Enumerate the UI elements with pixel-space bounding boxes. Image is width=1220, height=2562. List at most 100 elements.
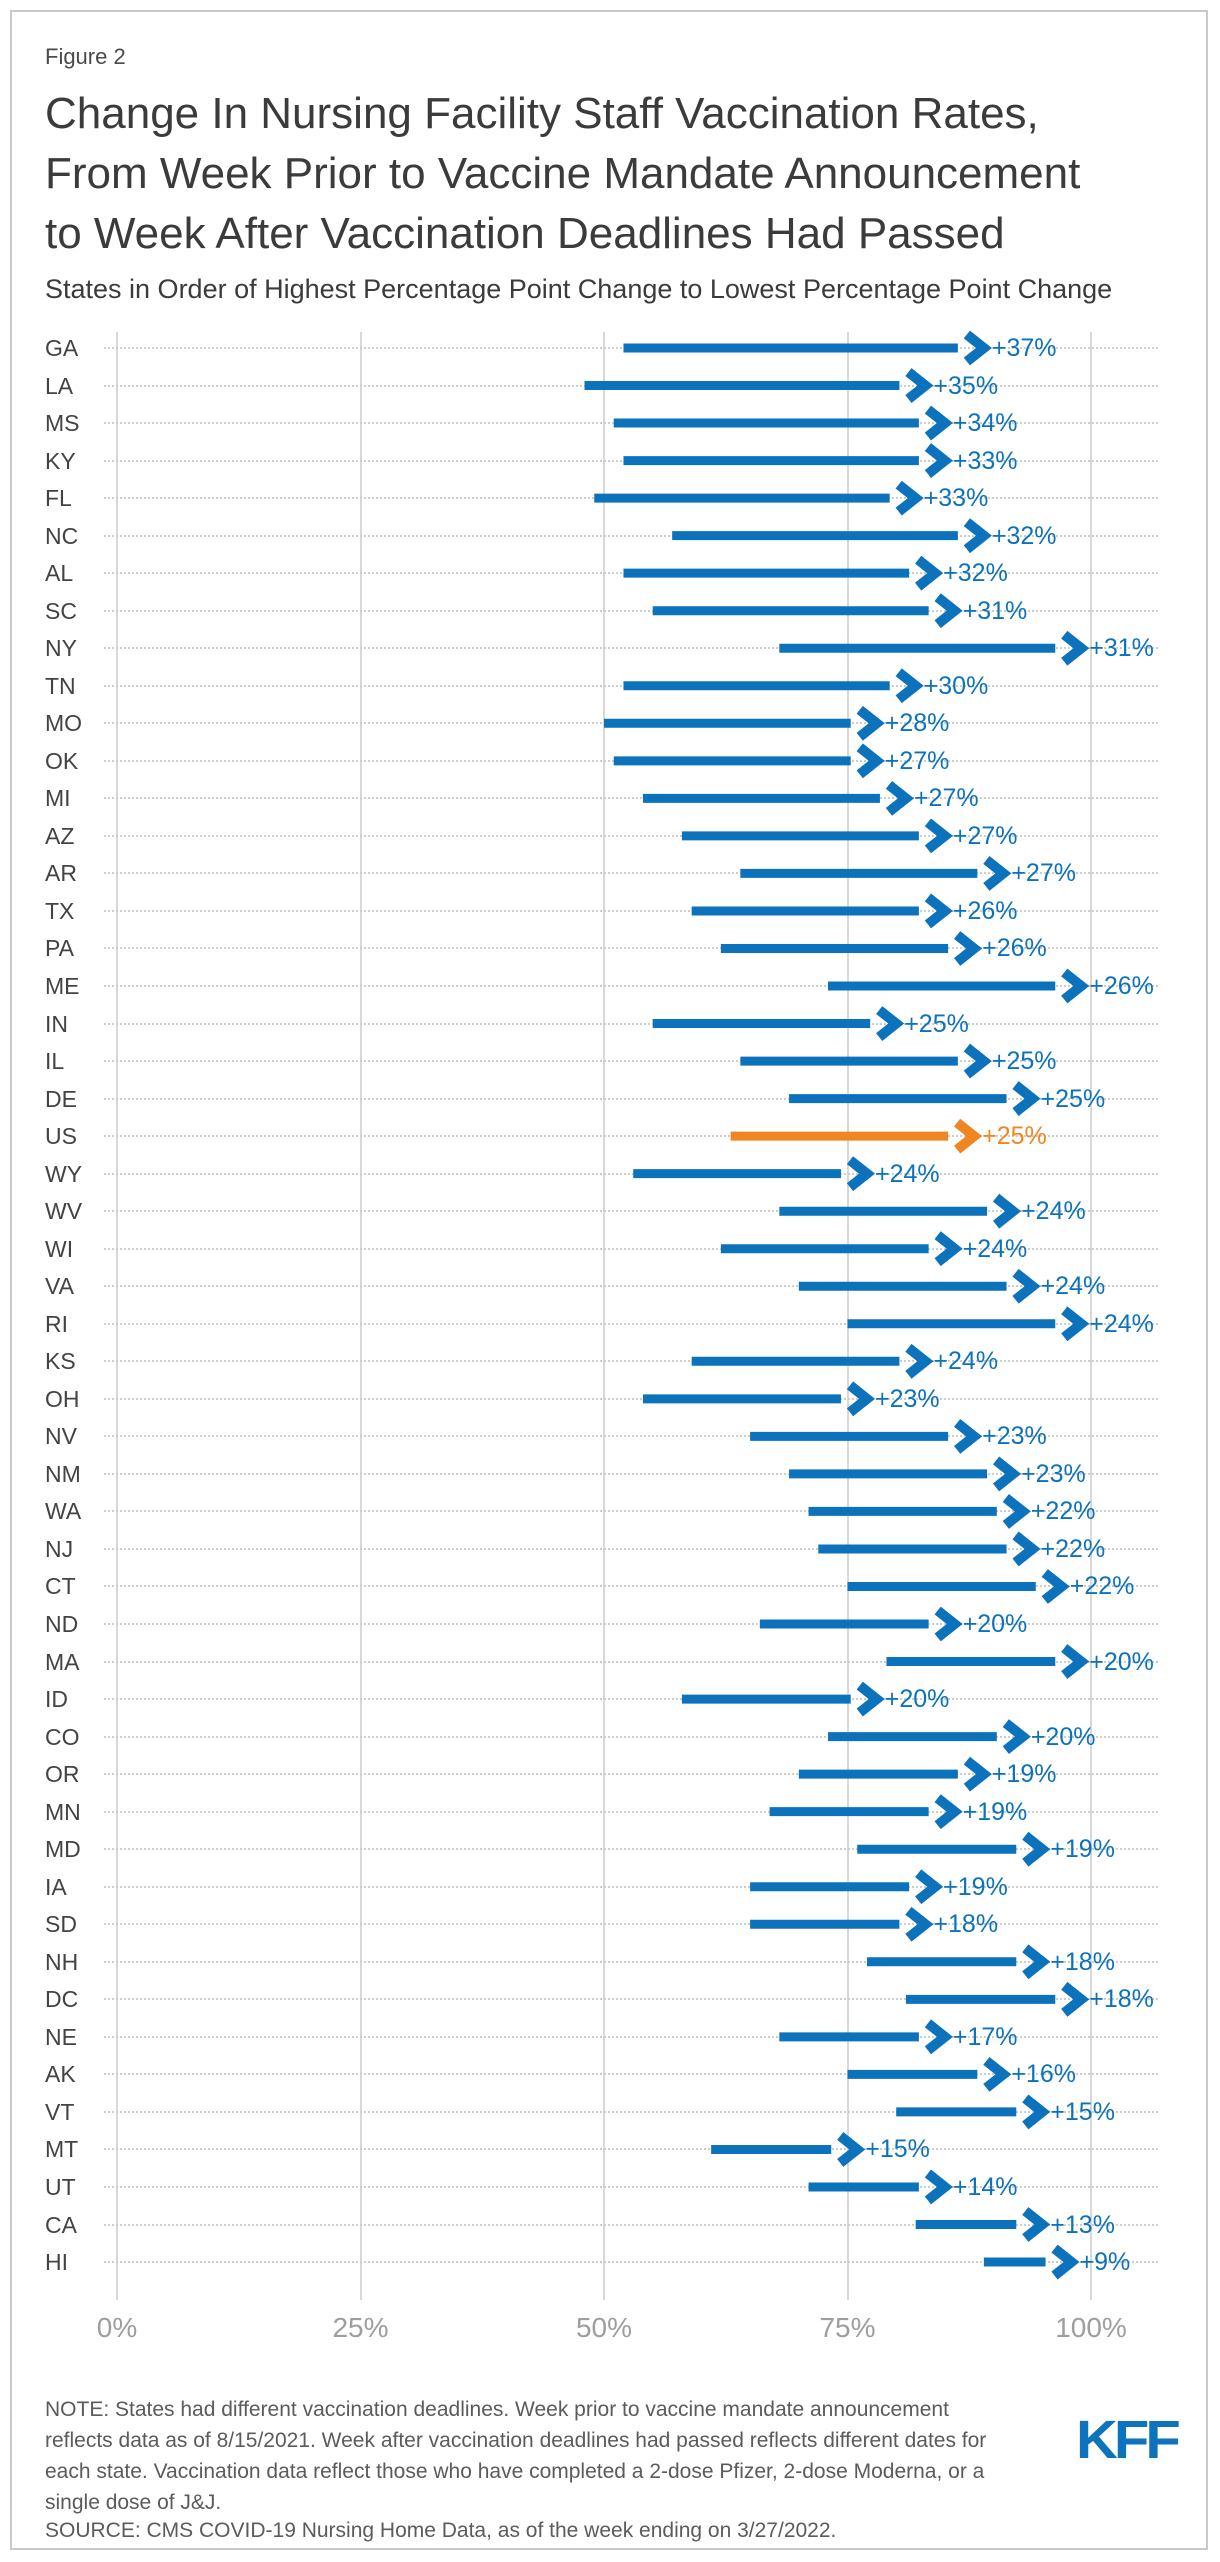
x-gridline-100 xyxy=(1090,332,1092,2300)
change-label-LA: +35% xyxy=(933,371,999,400)
change-label-NM: +23% xyxy=(1021,1459,1086,1488)
row-guide-VT xyxy=(104,2110,1158,2113)
state-label-VT: VT xyxy=(45,2098,75,2125)
chart-title-line-3: to Week After Vaccination Deadlines Had … xyxy=(45,209,1005,258)
row-guide-LA xyxy=(104,384,1158,387)
x-tick-label-100: 100% xyxy=(1055,2312,1127,2343)
row-guide-ME xyxy=(104,985,1158,987)
change-label-UT: +14% xyxy=(952,2172,1018,2201)
state-label-VA: VA xyxy=(45,1273,74,1300)
x-gridline-25 xyxy=(359,332,362,2300)
change-label-CA: +13% xyxy=(1050,2210,1115,2239)
row-guide-OR xyxy=(104,1773,1158,1776)
state-label-OR: OR xyxy=(45,1761,80,1788)
state-label-IA: IA xyxy=(45,1873,67,1900)
state-label-MA: MA xyxy=(45,1648,80,1675)
state-label-NY: NY xyxy=(45,635,77,662)
x-tick-label-50: 50% xyxy=(575,2312,633,2343)
row-guide-WV xyxy=(104,1210,1158,1213)
row-guide-ID xyxy=(104,1698,1158,1701)
change-label-MO: +28% xyxy=(884,709,950,738)
x-tick-label-0: 0% xyxy=(96,2312,138,2343)
row-guide-MT xyxy=(104,2148,1158,2151)
change-label-WV: +24% xyxy=(1021,1197,1086,1226)
change-label-NE: +17% xyxy=(952,2022,1018,2051)
change-label-NJ: +22% xyxy=(1040,1534,1106,1563)
note-line-4: single dose of J&J. xyxy=(45,2491,222,2514)
change-label-MN: +19% xyxy=(962,1797,1028,1826)
figure-border xyxy=(10,10,1208,2550)
row-guide-VA xyxy=(104,1285,1158,1288)
row-guide-FL xyxy=(104,497,1158,500)
state-label-US: US xyxy=(45,1123,77,1150)
state-label-TX: TX xyxy=(45,897,75,924)
change-label-KS: +24% xyxy=(933,1347,999,1376)
state-label-CO: CO xyxy=(45,1723,80,1750)
state-label-AZ: AZ xyxy=(45,822,75,849)
row-guide-MN xyxy=(104,1810,1158,1813)
row-guide-IA xyxy=(104,1885,1158,1888)
change-label-GA: +37% xyxy=(991,334,1057,362)
change-label-ND: +20% xyxy=(962,1610,1028,1639)
state-label-DE: DE xyxy=(45,1085,77,1112)
row-guide-TX xyxy=(104,909,1158,912)
change-label-VA: +24% xyxy=(1040,1272,1106,1301)
chart-title-line-1: Change In Nursing Facility Staff Vaccina… xyxy=(45,89,1039,138)
note-line-2: reflects data as of 8/15/2021. Week afte… xyxy=(45,2429,987,2452)
x-gridline-75 xyxy=(846,332,849,2300)
state-label-IL: IL xyxy=(45,1048,65,1075)
state-label-ME: ME xyxy=(45,973,80,999)
change-label-NY: +31% xyxy=(1089,634,1154,663)
change-label-NC: +32% xyxy=(991,521,1057,550)
x-tick-label-25: 25% xyxy=(332,2312,389,2343)
row-guide-WI xyxy=(104,1247,1158,1250)
row-guide-CT xyxy=(104,1585,1158,1588)
row-guide-MO xyxy=(104,722,1158,725)
row-guide-WY xyxy=(104,1172,1158,1175)
row-guide-NC xyxy=(104,534,1158,537)
state-label-MS: MS xyxy=(45,410,80,437)
change-label-WA: +22% xyxy=(1030,1497,1096,1526)
change-label-FL: +33% xyxy=(923,484,989,513)
change-label-IL: +25% xyxy=(991,1047,1057,1076)
chart-title-line-2: From Week Prior to Vaccine Mandate Annou… xyxy=(45,149,1081,198)
change-label-AZ: +27% xyxy=(952,821,1018,850)
state-label-HI: HI xyxy=(45,2249,68,2276)
change-label-PA: +26% xyxy=(982,934,1047,963)
row-guide-NV xyxy=(104,1435,1158,1438)
state-label-NV: NV xyxy=(45,1423,77,1450)
row-guide-MA xyxy=(104,1660,1158,1663)
change-label-MD: +19% xyxy=(1050,1835,1115,1864)
row-guide-DE xyxy=(104,1097,1158,1100)
change-label-OR: +19% xyxy=(991,1760,1057,1789)
kff-logo: KFF xyxy=(1076,2410,1181,2471)
x-gridline-0 xyxy=(116,332,118,2300)
state-label-MI: MI xyxy=(45,785,71,812)
row-guide-MD xyxy=(104,1848,1158,1851)
state-label-NE: NE xyxy=(45,2023,77,2050)
row-guide-NH xyxy=(104,1960,1158,1963)
chart-subtitle: States in Order of Highest Percentage Po… xyxy=(45,274,1113,304)
change-label-IA: +19% xyxy=(943,1872,1008,1901)
change-label-MT: +15% xyxy=(865,2135,930,2164)
state-label-ID: ID xyxy=(45,1686,68,1713)
state-label-RI: RI xyxy=(45,1310,68,1337)
state-label-CT: CT xyxy=(45,1573,76,1600)
change-label-MS: +34% xyxy=(952,409,1018,438)
state-label-WV: WV xyxy=(45,1198,83,1225)
row-guide-IL xyxy=(104,1060,1158,1063)
change-label-AL: +32% xyxy=(943,559,1008,588)
row-guide-KS xyxy=(104,1360,1158,1363)
source-text: SOURCE: CMS COVID-19 Nursing Home Data, … xyxy=(45,2519,837,2542)
note-line-1: NOTE: States had different vaccination d… xyxy=(45,2398,949,2421)
change-label-ME: +26% xyxy=(1089,972,1154,1000)
state-label-FL: FL xyxy=(45,485,72,512)
chart-title: Change In Nursing Facility Staff Vaccina… xyxy=(45,84,1080,264)
row-guide-US xyxy=(104,1135,1158,1138)
note-text: NOTE: States had different vaccination d… xyxy=(45,2394,986,2518)
change-label-AK: +16% xyxy=(1011,2060,1076,2089)
state-label-NH: NH xyxy=(45,1948,79,1975)
state-label-CA: CA xyxy=(45,2211,77,2238)
change-label-NV: +23% xyxy=(982,1422,1047,1451)
row-guide-OK xyxy=(104,759,1158,762)
